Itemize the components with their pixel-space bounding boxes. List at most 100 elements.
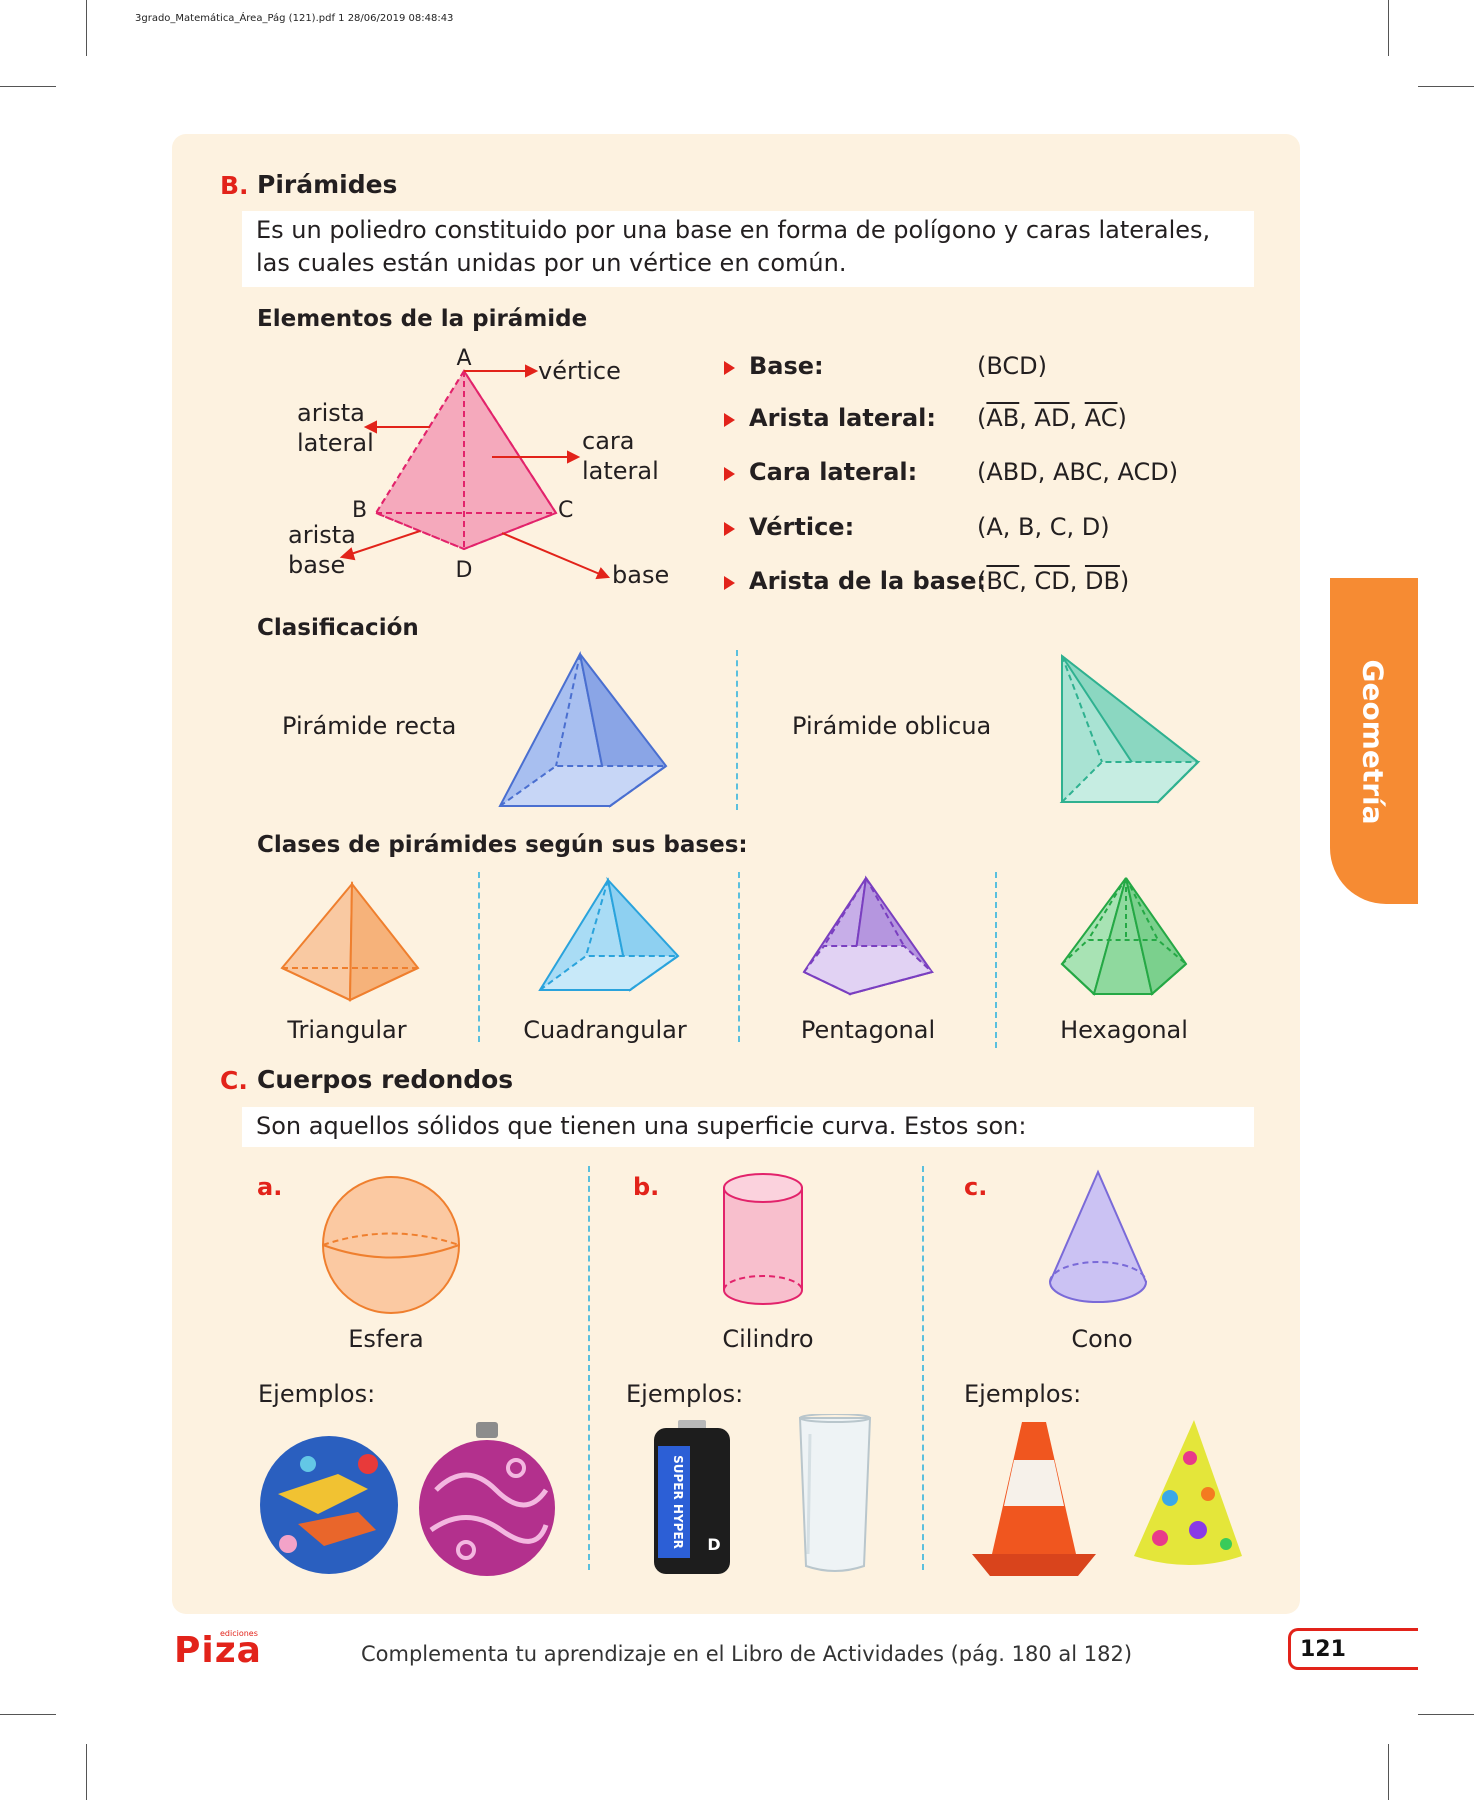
label-a: A [456, 346, 471, 371]
label-lateral-face-1: cara [582, 427, 634, 455]
ball-example-icon [260, 1436, 398, 1574]
label-base-edge-1: arista [288, 521, 356, 549]
section-b-definition: Es un poliedro constituido por una base … [242, 211, 1254, 287]
segment: AD [1034, 404, 1070, 432]
side-tab [1330, 578, 1418, 904]
divider [738, 872, 740, 1042]
section-c-letter: C. [220, 1066, 248, 1095]
body-name-cylinder: Cilindro [722, 1325, 814, 1353]
body-name-cone: Cono [1071, 1325, 1133, 1353]
battery-example-icon: SUPER HYPER D [654, 1420, 730, 1574]
crop-mark [0, 1714, 56, 1715]
label-base-edge-2: base [288, 551, 345, 579]
segment: DB [1084, 567, 1120, 595]
property-key: Arista de la base: [749, 567, 987, 595]
right-pyramid-icon [496, 651, 670, 808]
content-panel [172, 134, 1300, 1614]
crop-mark [1418, 86, 1474, 87]
bullet-icon [724, 361, 735, 375]
examples-label-cylinder: Ejemplos: [626, 1380, 744, 1408]
hexagonal-pyramid-icon [1060, 877, 1188, 996]
section-b-title: Pirámides [257, 170, 398, 199]
divider [922, 1166, 924, 1570]
bullet-icon [724, 413, 735, 427]
arrow-base [501, 532, 603, 576]
label-c: C [558, 498, 573, 523]
page-number-box [1288, 1628, 1418, 1670]
crop-mark [1388, 0, 1389, 56]
edge-ab [375, 370, 465, 514]
base-label-square: Cuadrangular [523, 1016, 687, 1044]
bases-heading: Clases de pirámides según sus bases: [257, 832, 748, 858]
property-value: (ABD, ABC, ACD) [977, 458, 1179, 486]
body-letter-a: a. [257, 1173, 283, 1201]
crop-mark [1418, 1714, 1474, 1715]
edge-ac [463, 370, 557, 514]
bullet-icon [724, 522, 735, 536]
base-label-pentagonal: Pentagonal [800, 1016, 936, 1044]
traffic-cone-example-icon [972, 1422, 1096, 1576]
arrowhead [525, 364, 539, 378]
publisher-logo: Piza [174, 1630, 262, 1671]
body-letter-c: c. [964, 1173, 988, 1201]
property-key: Arista lateral: [749, 404, 936, 432]
property-value: (A, B, C, D) [977, 513, 1110, 541]
bullet-icon [724, 467, 735, 481]
label-lateral-face-2: lateral [582, 457, 659, 485]
base-label-triangular: Triangular [287, 1016, 407, 1044]
battery-brand: SUPER HYPER [671, 1455, 685, 1549]
label-vertex: vértice [538, 357, 621, 385]
divider [995, 872, 997, 1048]
divider [736, 650, 738, 810]
label-lateral-edge-1: arista [297, 399, 365, 427]
label-d: D [456, 558, 473, 583]
classification-label-oblique: Pirámide oblicua [792, 712, 992, 740]
ornament-example-icon [419, 1422, 555, 1576]
pentagonal-pyramid-icon [802, 875, 935, 996]
label-lateral-edge-2: lateral [297, 429, 374, 457]
crop-mark [1388, 1744, 1389, 1800]
glass-example-icon [798, 1414, 872, 1572]
publisher-logo-small: ediciones [220, 1629, 258, 1638]
segment: BC [986, 567, 1020, 595]
pyramid-elements-diagram: A vértice arista lateral cara lateral B … [288, 346, 669, 589]
body-letter-b: b. [633, 1173, 660, 1201]
arrowhead [339, 547, 356, 561]
sphere-icon [322, 1176, 460, 1314]
print-header: 3grado_Matemática_Área_Pág (121).pdf 1 2… [135, 13, 454, 24]
examples-label-sphere: Ejemplos: [258, 1380, 376, 1408]
crop-mark [0, 86, 56, 87]
edge-bd [375, 512, 465, 550]
edge-cd [463, 512, 557, 550]
arrowhead [567, 450, 581, 464]
bullet-icon [724, 576, 735, 590]
arrowhead [363, 420, 377, 434]
segment: CD [1034, 567, 1070, 595]
property-key: Cara lateral: [749, 458, 918, 486]
property-key: Vértice: [749, 513, 855, 541]
segment: AB [986, 404, 1020, 432]
cylinder-icon [723, 1173, 803, 1305]
crop-mark [86, 0, 87, 56]
section-b-letter: B. [220, 171, 249, 200]
base-label-hexagonal: Hexagonal [1060, 1016, 1188, 1044]
crop-mark [86, 1744, 87, 1800]
battery-size: D [707, 1535, 720, 1554]
triangular-pyramid-icon [280, 881, 420, 1002]
section-c-definition: Son aquellos sólidos que tienen una supe… [242, 1107, 1254, 1147]
pyramid-front-face [374, 369, 558, 551]
property-key: Base: [749, 352, 824, 380]
oblique-pyramid-icon [1059, 653, 1201, 804]
body-name-sphere: Esfera [348, 1325, 424, 1353]
arrowhead [595, 567, 611, 580]
property-value: (BC, CD, DB) [977, 567, 1130, 595]
side-tab-label: Geometría [1356, 659, 1390, 825]
classification-label-right: Pirámide recta [282, 712, 457, 740]
footer-note: Complementa tu aprendizaje en el Libro d… [361, 1642, 1133, 1666]
property-value: (AB, AD, AC) [977, 404, 1127, 432]
divider [478, 872, 480, 1042]
examples-label-cone: Ejemplos: [964, 1380, 1082, 1408]
label-base: base [612, 561, 669, 589]
elements-heading: Elementos de la pirámide [257, 306, 588, 332]
square-pyramid-icon [536, 876, 682, 992]
